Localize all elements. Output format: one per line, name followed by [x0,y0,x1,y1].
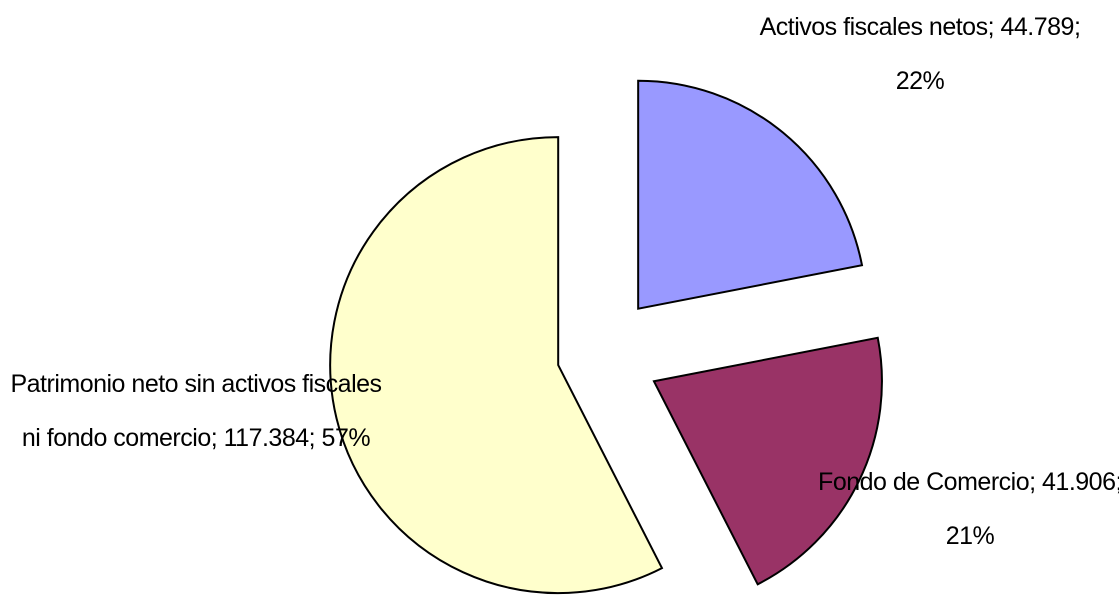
pie-slice [637,79,864,310]
percent-label: 21% [945,522,995,550]
percent-label: 57% [321,424,371,452]
value-label: 41.906; [1042,468,1119,496]
category-label: Fondo de Comercio; [818,468,1036,496]
value-label: 44.789; [1000,13,1081,41]
slice-label: Activos fiscales netos; 44.789; 22% [745,0,1095,108]
category-label: Activos fiscales netos; [759,13,995,41]
slice-label: Fondo de Comercio; 41.906; 21% [815,455,1119,563]
percent-label: 22% [895,67,945,95]
pie-slice [329,136,664,595]
pie-slice [652,336,883,586]
category-label: Patrimonio neto sin activos fiscales ni … [10,370,382,452]
slice-label: Patrimonio neto sin activos fiscales ni … [0,357,392,465]
value-label: 117.384; [223,424,316,452]
